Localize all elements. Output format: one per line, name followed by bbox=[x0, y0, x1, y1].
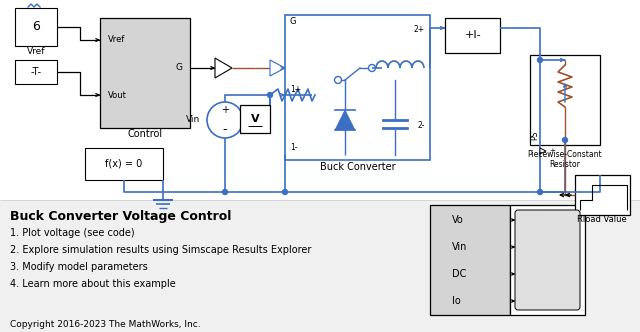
Text: Buck Converter Voltage Control: Buck Converter Voltage Control bbox=[10, 210, 232, 223]
Bar bbox=[15, 8, 57, 46]
Text: V: V bbox=[251, 114, 259, 124]
Text: Rload Value: Rload Value bbox=[577, 215, 627, 224]
Text: f(x) = 0: f(x) = 0 bbox=[106, 159, 143, 169]
Circle shape bbox=[207, 102, 243, 138]
Bar bbox=[0, 200, 640, 332]
Text: 2. Explore simulation results using Simscape Results Explorer: 2. Explore simulation results using Sims… bbox=[10, 245, 312, 255]
Text: Control: Control bbox=[127, 129, 163, 139]
Polygon shape bbox=[335, 110, 355, 130]
Text: +: + bbox=[221, 105, 229, 115]
Circle shape bbox=[223, 190, 227, 195]
Text: Vin: Vin bbox=[186, 116, 200, 124]
Text: +: + bbox=[549, 148, 555, 154]
Text: 1. Plot voltage (see code): 1. Plot voltage (see code) bbox=[10, 228, 134, 238]
Bar bbox=[240, 105, 270, 133]
Circle shape bbox=[335, 76, 342, 84]
Text: Io: Io bbox=[452, 296, 461, 306]
Bar bbox=[510, 205, 585, 315]
Text: -: - bbox=[223, 124, 227, 136]
Circle shape bbox=[563, 137, 568, 142]
Text: Vin: Vin bbox=[452, 242, 467, 252]
Text: 2-: 2- bbox=[417, 121, 425, 129]
Circle shape bbox=[538, 57, 543, 62]
Text: Buck Converter: Buck Converter bbox=[320, 162, 396, 172]
Text: 2+: 2+ bbox=[414, 26, 425, 35]
Text: -T-: -T- bbox=[31, 67, 42, 77]
Bar bbox=[575, 175, 630, 215]
Circle shape bbox=[538, 190, 543, 195]
Bar bbox=[85, 148, 163, 180]
FancyBboxPatch shape bbox=[15, 60, 57, 84]
Polygon shape bbox=[540, 148, 546, 154]
Text: G: G bbox=[290, 18, 296, 27]
Text: 6: 6 bbox=[32, 21, 40, 34]
Text: 3. Modify model parameters: 3. Modify model parameters bbox=[10, 262, 148, 272]
Circle shape bbox=[282, 190, 287, 195]
Polygon shape bbox=[215, 58, 232, 78]
Bar bbox=[430, 205, 510, 315]
Text: Vref: Vref bbox=[108, 36, 125, 44]
Text: 4. Learn more about this example: 4. Learn more about this example bbox=[10, 279, 176, 289]
Text: Vout: Vout bbox=[108, 91, 127, 100]
Bar bbox=[445, 18, 500, 53]
Bar bbox=[100, 18, 190, 128]
Text: +I-: +I- bbox=[465, 30, 481, 40]
Text: 1+: 1+ bbox=[290, 86, 301, 95]
Circle shape bbox=[268, 93, 273, 98]
Text: Copyright 2016-2023 The MathWorks, Inc.: Copyright 2016-2023 The MathWorks, Inc. bbox=[10, 320, 200, 329]
Text: G: G bbox=[176, 63, 183, 72]
FancyBboxPatch shape bbox=[515, 210, 580, 310]
Polygon shape bbox=[270, 60, 285, 76]
Text: Vo: Vo bbox=[452, 215, 464, 225]
Bar bbox=[0, 0, 640, 200]
Text: DC: DC bbox=[452, 269, 467, 279]
Bar bbox=[530, 55, 600, 145]
Circle shape bbox=[369, 64, 376, 71]
Text: PS: PS bbox=[531, 130, 540, 140]
Text: Piecewise-Constant
Resistor: Piecewise-Constant Resistor bbox=[528, 150, 602, 169]
Text: 1-: 1- bbox=[290, 143, 298, 152]
Text: Vref: Vref bbox=[27, 47, 45, 56]
Bar bbox=[285, 15, 430, 160]
